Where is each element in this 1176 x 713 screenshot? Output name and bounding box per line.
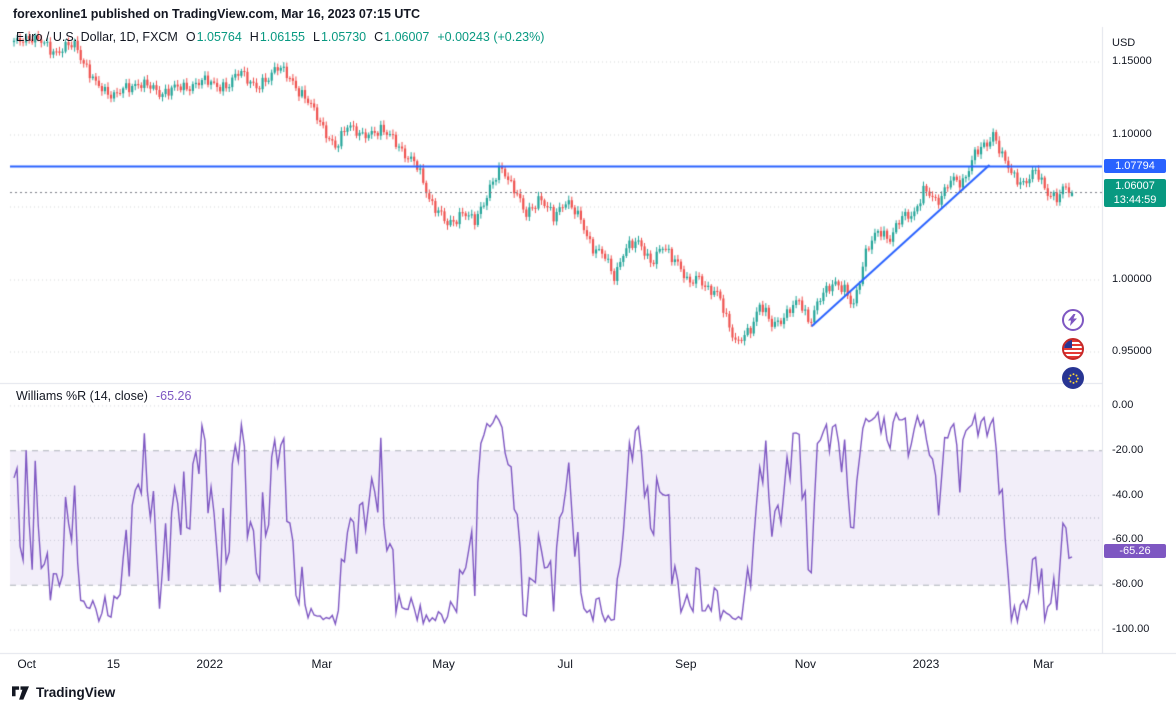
hline-price-badge: 1.07794 — [1104, 158, 1166, 173]
price-tick-label: 1.10000 — [1112, 127, 1152, 140]
publish-byline: forexonline1 published on TradingView.co… — [13, 7, 421, 21]
indicator-name: Williams %R (14, close) — [16, 389, 148, 403]
us-flag-canton — [1064, 340, 1072, 348]
countdown-timer: 13:44:59 — [1113, 193, 1157, 206]
price-tick-label: 1.15000 — [1112, 54, 1152, 67]
eu-stars-icon — [1067, 372, 1079, 384]
price-change: +0.00243 (+0.23%) — [437, 30, 545, 44]
right-price-axis[interactable]: USD 1.07794 1.06007 13:44:59 -65.26 1.15… — [1104, 27, 1176, 653]
flash-event-icon[interactable] — [1062, 309, 1084, 331]
indicator-tick-label: -100.00 — [1112, 623, 1150, 636]
indicator-tick-label: 0.00 — [1112, 398, 1134, 411]
time-tick-label: May — [432, 657, 455, 671]
symbol-info-bar[interactable]: Euro / U.S. Dollar, 1D, FXCM O 1.05764 H… — [16, 30, 544, 44]
time-tick-label: Mar — [311, 657, 333, 671]
price-tick-label: 1.00000 — [1112, 272, 1152, 285]
price-tick-label: 0.95000 — [1112, 345, 1152, 358]
time-tick-label: 15 — [106, 657, 121, 671]
time-tick-label: Jul — [557, 657, 573, 671]
time-tick-label: 2022 — [196, 657, 224, 671]
time-tick-label: 2023 — [912, 657, 940, 671]
indicator-tick-label: -60.00 — [1112, 533, 1144, 546]
tradingview-attribution[interactable]: TradingView — [12, 685, 115, 700]
eu-flag-event-icon[interactable] — [1062, 367, 1084, 389]
brand-name: TradingView — [36, 685, 116, 700]
time-tick-label: Oct — [17, 657, 37, 671]
symbol-title[interactable]: Euro / U.S. Dollar, 1D, FXCM — [16, 30, 178, 44]
last-price-badge: 1.06007 13:44:59 — [1104, 178, 1166, 207]
us-flag-event-icon[interactable] — [1062, 338, 1084, 360]
time-tick-label: Nov — [794, 657, 817, 671]
indicator-tick-label: -80.00 — [1112, 578, 1144, 591]
indicator-value: -65.26 — [155, 389, 192, 403]
tradingview-logo-icon — [12, 685, 29, 700]
time-tick-label: Mar — [1033, 657, 1054, 671]
event-icon-stack — [1062, 309, 1084, 389]
ohlc-open: O 1.05764 — [185, 30, 242, 44]
time-tick-label: Sep — [675, 657, 697, 671]
axis-currency-label: USD — [1112, 37, 1136, 49]
indicator-tick-label: -20.00 — [1112, 443, 1144, 456]
ohlc-low: L 1.05730 — [313, 30, 367, 44]
lightning-icon — [1068, 314, 1077, 326]
indicator-tick-label: -40.00 — [1112, 488, 1144, 501]
time-axis[interactable]: Oct 15 2022 Mar May Jul Sep Nov 2023 Mar — [0, 654, 1104, 678]
indicator-legend[interactable]: Williams %R (14, close) -65.26 — [16, 389, 191, 403]
ohlc-high: H 1.06155 — [249, 30, 305, 44]
ohlc-close: C 1.06007 — [374, 30, 430, 44]
williams-value-badge: -65.26 — [1104, 544, 1166, 559]
